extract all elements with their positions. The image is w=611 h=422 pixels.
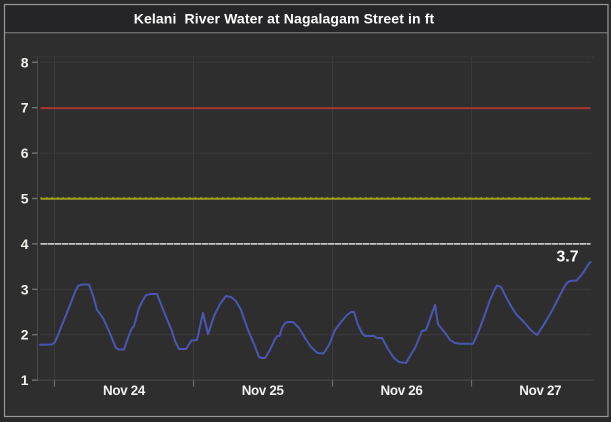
svg-text:Kelani River Water at Nagalag: Kelani River Water at Nagalagam Street i… — [134, 11, 435, 27]
svg-text:7: 7 — [21, 100, 29, 116]
svg-text:5: 5 — [21, 191, 29, 207]
svg-text:2: 2 — [21, 327, 29, 343]
svg-text:1: 1 — [21, 372, 29, 388]
svg-text:6: 6 — [21, 145, 29, 161]
svg-text:3: 3 — [21, 281, 29, 297]
svg-text:Nov 25: Nov 25 — [242, 383, 285, 398]
svg-text:Nov 24: Nov 24 — [103, 383, 146, 398]
svg-text:8: 8 — [21, 54, 29, 70]
svg-text:Nov 26: Nov 26 — [381, 383, 423, 398]
svg-text:3.7: 3.7 — [556, 249, 578, 266]
svg-text:4: 4 — [21, 236, 29, 252]
svg-text:Nov 27: Nov 27 — [519, 383, 561, 398]
